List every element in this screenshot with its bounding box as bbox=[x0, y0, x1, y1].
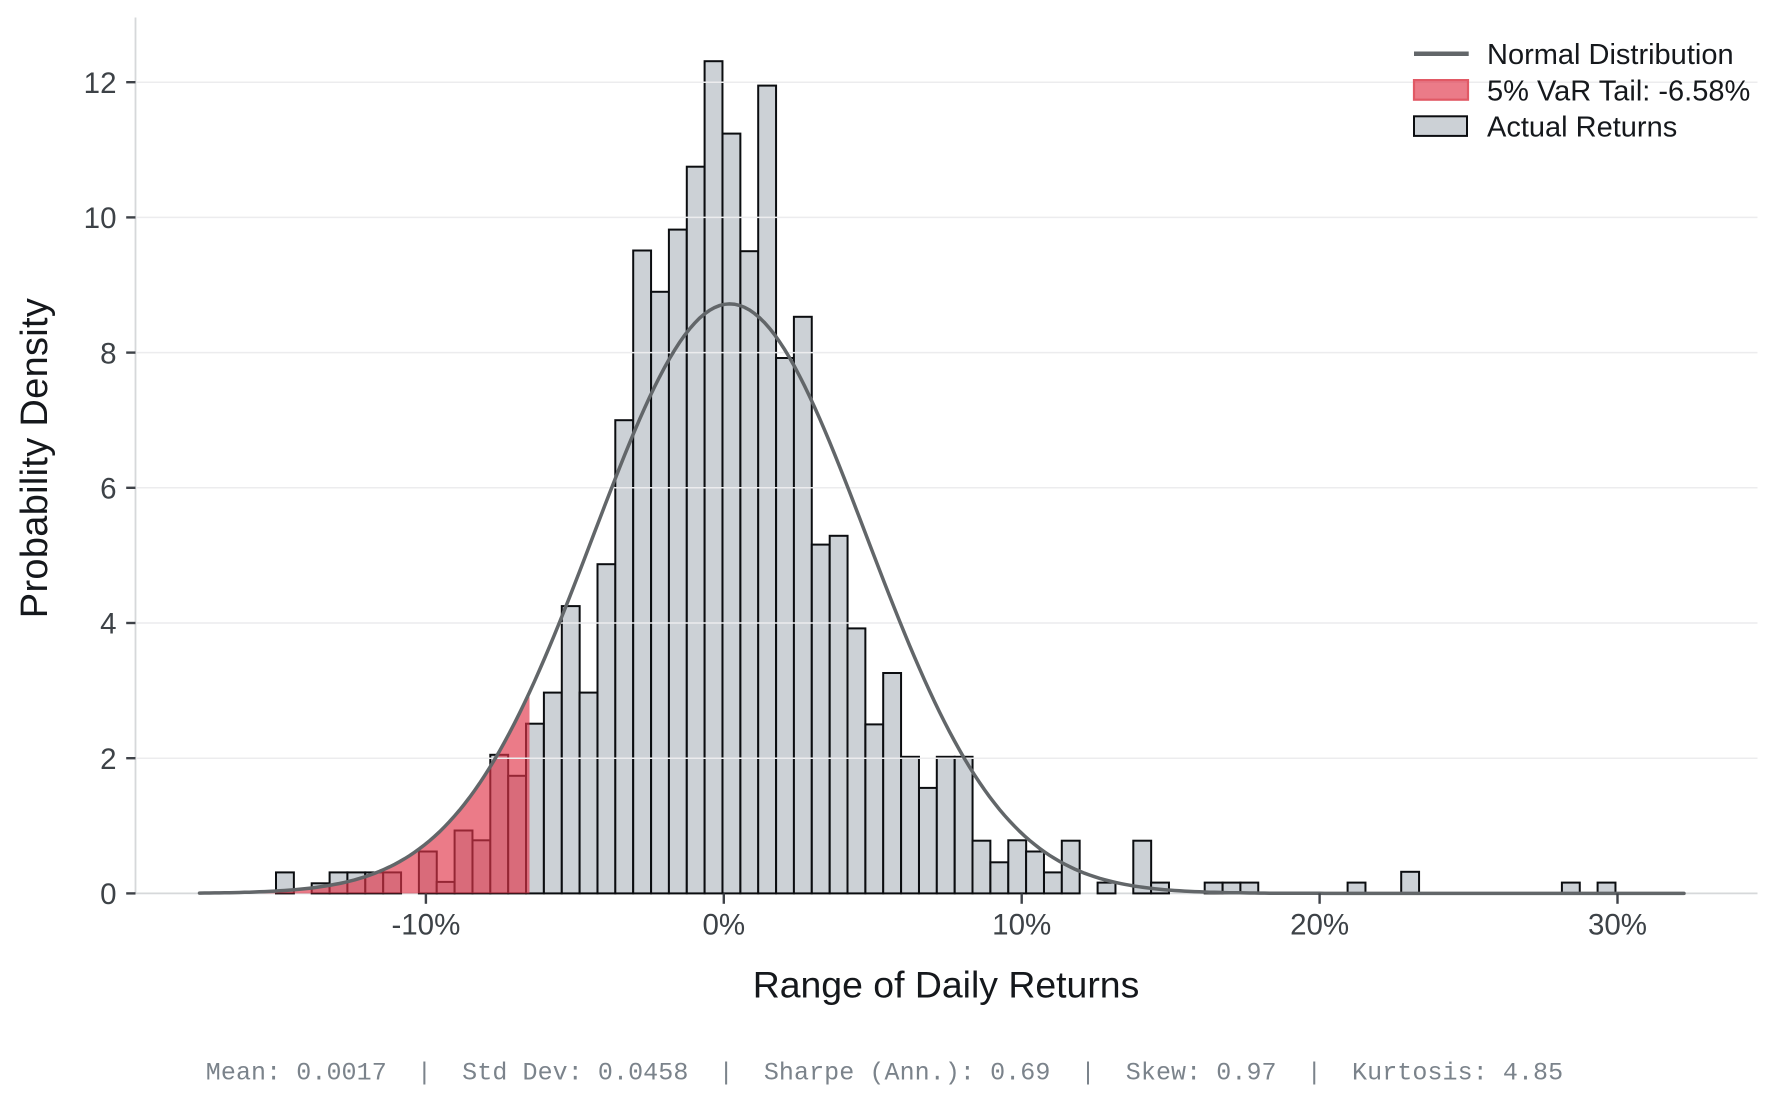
svg-text:2: 2 bbox=[100, 743, 116, 776]
svg-text:0: 0 bbox=[100, 878, 116, 911]
svg-text:6: 6 bbox=[100, 473, 116, 506]
svg-text:30%: 30% bbox=[1588, 909, 1647, 942]
svg-text:-10%: -10% bbox=[391, 909, 460, 942]
svg-text:10: 10 bbox=[84, 202, 117, 235]
svg-text:Mean: 0.0017 | Std Dev: 0.04: Mean: 0.0017 | Std Dev: 0.0458 | Sharpe … bbox=[206, 1059, 1563, 1088]
svg-text:Actual Returns: Actual Returns bbox=[1487, 112, 1677, 144]
svg-text:Range of Daily Returns: Range of Daily Returns bbox=[753, 964, 1140, 1006]
svg-text:12: 12 bbox=[84, 67, 117, 100]
svg-text:Probability Density: Probability Density bbox=[14, 298, 56, 618]
svg-text:10%: 10% bbox=[992, 909, 1051, 942]
svg-text:4: 4 bbox=[100, 608, 116, 641]
svg-text:0%: 0% bbox=[702, 909, 745, 942]
svg-text:8: 8 bbox=[100, 337, 116, 370]
svg-text:20%: 20% bbox=[1290, 909, 1349, 942]
svg-text:Normal Distribution: Normal Distribution bbox=[1487, 39, 1734, 71]
svg-text:5% VaR Tail: -6.58%: 5% VaR Tail: -6.58% bbox=[1487, 75, 1750, 107]
